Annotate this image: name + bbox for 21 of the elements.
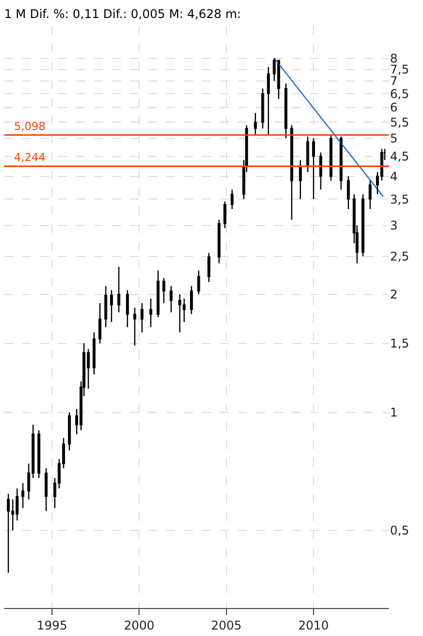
y-tick-label: 6,5 bbox=[390, 86, 410, 101]
y-tick-label: 2,5 bbox=[390, 250, 410, 264]
y-tick-label: 2 bbox=[390, 288, 398, 302]
y-tick-label: 6 bbox=[390, 100, 398, 114]
y-tick-label: 4,5 bbox=[390, 149, 410, 164]
y-tick-label: 4 bbox=[390, 170, 398, 184]
x-tick-label: 2010 bbox=[298, 618, 329, 632]
x-tick-label: 2005 bbox=[211, 618, 242, 632]
y-tick-label: 5 bbox=[390, 132, 398, 146]
y-tick-label: 1,5 bbox=[390, 336, 410, 351]
y-tick-label: 5,5 bbox=[390, 115, 410, 130]
y-tick-label: 7 bbox=[390, 74, 398, 88]
ref-line-label: 4,244 bbox=[14, 151, 46, 164]
x-tick-label: 2000 bbox=[124, 618, 154, 632]
chart-title: 1 M Dif. %: 0,11 Dif.: 0,005 M: 4,628 m: bbox=[4, 6, 242, 21]
ref-line-label: 5,098 bbox=[14, 120, 46, 133]
y-tick-label: 3 bbox=[390, 218, 398, 232]
y-tick-label: 0,5 bbox=[390, 524, 410, 538]
y-tick-label: 3,5 bbox=[390, 192, 410, 206]
x-tick-label: 1995 bbox=[36, 618, 68, 632]
y-tick-label: 1 bbox=[390, 406, 398, 420]
